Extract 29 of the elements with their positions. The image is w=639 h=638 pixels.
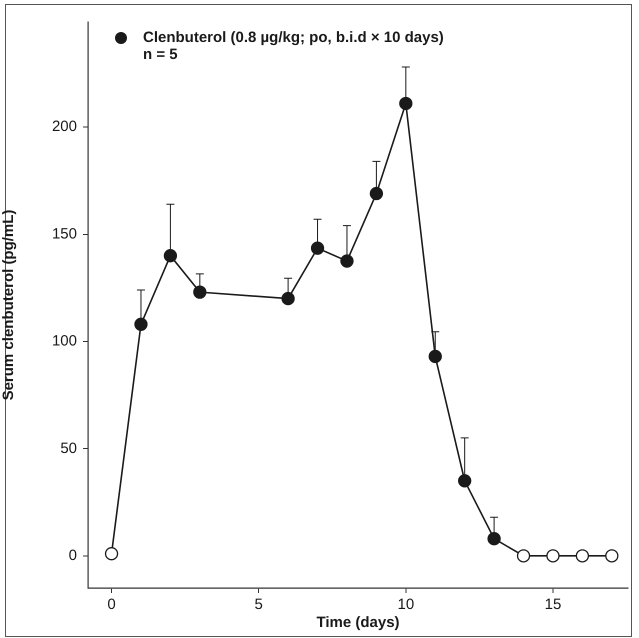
y-tick-label: 150 <box>52 225 77 242</box>
x-tick-label: 10 <box>397 596 414 614</box>
y-tick-label: 200 <box>52 118 77 136</box>
x-tick-label: 5 <box>254 596 263 614</box>
y-axis-title: Serum clenbuterol (pg/mL) <box>0 210 18 400</box>
point <box>164 249 178 262</box>
x-tick-label: 0 <box>107 596 116 614</box>
point <box>340 254 354 268</box>
y-tick-label: 0 <box>68 546 77 564</box>
y-tick-label: 100 <box>52 332 77 350</box>
point <box>487 532 501 546</box>
point <box>134 318 148 331</box>
point <box>605 549 618 562</box>
x-tick-label: 15 <box>544 596 562 614</box>
point <box>546 549 560 562</box>
point <box>310 242 324 255</box>
x-axis-title: Time (days) <box>316 614 400 632</box>
point <box>281 292 295 306</box>
annotation: n = 5 <box>143 46 178 64</box>
point <box>428 350 442 364</box>
point <box>458 474 472 488</box>
point <box>399 96 412 110</box>
y-tick-label: 50 <box>60 440 77 457</box>
point <box>370 186 384 200</box>
point <box>576 549 590 562</box>
point <box>516 549 530 562</box>
point <box>193 285 206 299</box>
point <box>104 547 118 560</box>
legend-label: Clenbuterol (0.8 µg/kg; po, b.i.d × 10 days) <box>143 29 444 46</box>
